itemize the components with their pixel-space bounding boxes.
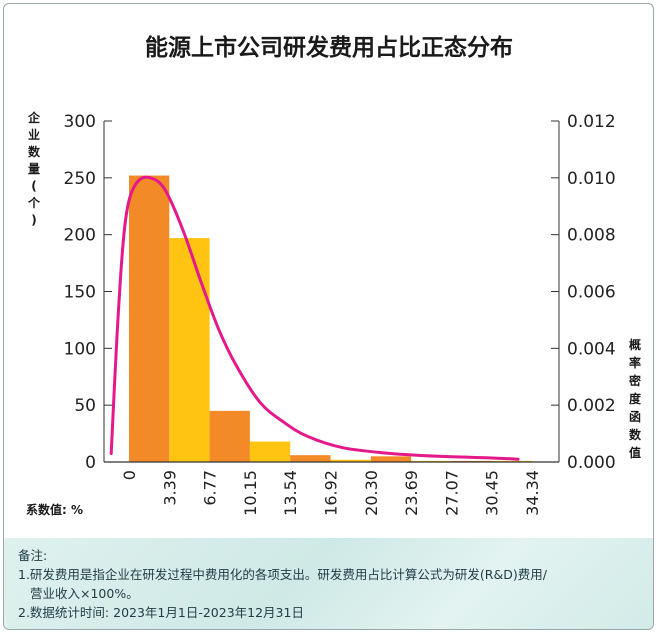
note-1-continued: 营业收入×100%。 — [30, 586, 139, 601]
right-tick-label: 0.010 — [567, 169, 616, 189]
x-tick-label: 6.77 — [201, 470, 220, 506]
histogram-bars — [129, 175, 532, 462]
x-tick-label: 34.34 — [523, 470, 542, 516]
left-tick-label: 250 — [64, 169, 96, 189]
x-tick-label: 10.15 — [241, 470, 260, 516]
histogram-bar — [330, 459, 371, 462]
x-tick-label: 20.30 — [362, 470, 381, 516]
histogram-bar — [129, 175, 170, 462]
x-tick-label: 16.92 — [322, 470, 341, 516]
right-tick-label: 0.012 — [567, 112, 616, 132]
density-curve — [109, 175, 520, 461]
histogram-bar — [290, 455, 331, 462]
left-axis-title: 企业数量(个) — [27, 110, 41, 227]
histogram-bar — [370, 456, 412, 462]
note-1: 1.研发费用是指企业在研发过程中费用化的各项支出。研发费用占比计算公式为研发(R… — [18, 567, 547, 582]
right-tick-label: 0.004 — [567, 339, 616, 359]
chart: 能源上市公司研发费用占比正态分布 企业数量(个) 概率密度函数值 300 250 2… — [26, 34, 642, 517]
notes-panel: 备注: 1.研发费用是指企业在研发过程中费用化的各项支出。研发费用占比计算公式为… — [4, 538, 653, 629]
right-tick-label: 0.000 — [567, 453, 616, 473]
left-tick-label: 150 — [64, 283, 96, 303]
histogram-bar — [249, 441, 291, 462]
right-tick-label: 0.002 — [567, 396, 616, 416]
notes-heading: 备注: — [18, 548, 48, 563]
right-axis: 0.012 0.010 0.008 0.006 0.004 0.002 0.000 — [551, 112, 616, 473]
histogram-bar — [169, 238, 210, 462]
right-tick-label: 0.006 — [567, 283, 616, 303]
right-tick-label: 0.008 — [567, 226, 616, 246]
note-2: 2.数据统计时间: 2023年1月1日-2023年12月31日 — [18, 605, 304, 620]
left-tick-label: 0 — [85, 453, 96, 473]
left-tick-label: 50 — [74, 396, 96, 416]
right-axis-title: 概率密度函数值 — [629, 337, 642, 460]
x-tick-label: 27.07 — [442, 470, 461, 516]
x-tick-label: 0 — [120, 470, 139, 480]
x-tick-label: 30.45 — [483, 470, 502, 516]
chart-title: 能源上市公司研发费用占比正态分布 — [145, 34, 513, 61]
density-curve-group — [109, 175, 520, 461]
x-tick-label: 13.54 — [281, 470, 300, 516]
right-axis-label: 概率密度函数值 — [629, 337, 642, 460]
left-tick-label: 200 — [64, 226, 96, 246]
x-tick-label: 23.69 — [402, 470, 421, 516]
left-axis: 300 250 200 150 100 50 0 — [64, 112, 112, 473]
x-tick-label: 3.39 — [160, 470, 179, 506]
histogram-bar — [209, 410, 250, 462]
x-axis: 0 3.39 6.77 10.15 13.54 16.92 20.30 23.69 27.07 3… — [104, 461, 559, 516]
left-tick-label: 100 — [64, 339, 96, 359]
x-axis-label: 系数值: % — [26, 502, 83, 517]
left-tick-label: 300 — [64, 112, 96, 132]
left-axis-label: 企业数量(个) — [27, 110, 41, 227]
figure-frame: 能源上市公司研发费用占比正态分布 企业数量(个) 概率密度函数值 300 250 2… — [3, 3, 654, 630]
